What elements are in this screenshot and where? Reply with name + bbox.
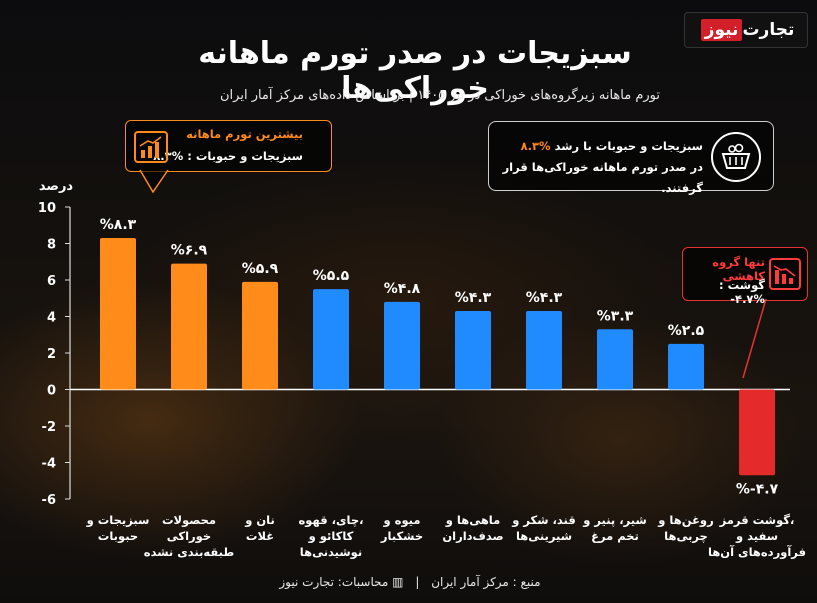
x-tick-label: نان و غلات: [244, 513, 275, 543]
x-tick-label: ماهی‌ها و صدف‌داران: [442, 513, 503, 543]
info-line-1: سبزیجات و حبوبات با رشد %۸.۳: [493, 136, 703, 157]
data-label: %۴.۳: [455, 290, 492, 306]
x-tick-label-line: میوه و: [383, 513, 421, 528]
x-tick-label-line: ماهی‌ها و: [445, 513, 501, 528]
x-tick-label-line: چای، قهوه،: [298, 513, 363, 528]
logo: تجارت نیوز: [684, 12, 808, 48]
x-tick-label: شیر، پنیر و تخم مرغ: [582, 513, 647, 543]
separator: |: [415, 575, 420, 589]
x-tick-label-line: سفید و: [735, 529, 778, 544]
y-tick-label: -4: [42, 457, 56, 472]
logo-text: تجارت: [742, 20, 795, 40]
y-tick-label: -6: [42, 493, 56, 508]
data-label: %-۴.۷: [736, 481, 779, 497]
x-tick-label-line: فرآورده‌های آن‌ها: [708, 545, 806, 560]
rising-chart-icon: [134, 131, 168, 163]
x-tick-label-line: تخم مرغ: [591, 529, 639, 543]
bar: [455, 311, 491, 390]
x-tick-label-line: شیر، پنیر و: [582, 513, 647, 528]
subtitle: تورم ماهانه زیرگروه‌های خوراکی در تیر ۱۴…: [220, 88, 660, 103]
data-label: %۲.۵: [668, 323, 705, 339]
callout-highest: بیشترین تورم ماهانه سبزیجات و حبوبات : %…: [125, 120, 332, 172]
y-tick-label: 8: [47, 238, 56, 253]
bar: [526, 311, 562, 390]
data-label: %۵.۵: [313, 268, 350, 284]
callout-lowest-body: گوشت : %۴.۷-: [719, 278, 765, 306]
logo-highlight: نیوز: [700, 19, 743, 41]
x-tick-label-line: نوشیدنی‌ها: [300, 545, 362, 560]
basket-icon: [711, 132, 761, 182]
falling-chart-icon: [769, 258, 801, 290]
data-label: %۸.۳: [100, 217, 137, 233]
callout-highest-heading: بیشترین تورم ماهانه: [186, 127, 303, 141]
calculation-icon: ▥: [392, 575, 404, 589]
x-tick-label: میوه و خشکبار: [380, 513, 423, 543]
callout-lowest: تنها گروه کاهشی گوشت : %۴.۷-: [682, 247, 808, 306]
bar: [384, 301, 420, 390]
bar: [313, 289, 349, 390]
x-tick-label-line: گوشت قرمز،: [719, 513, 795, 528]
callout-highest-pointer: [139, 169, 169, 194]
y-tick-label: 0: [47, 384, 56, 399]
x-tick-label-line: محصولات: [162, 513, 216, 528]
x-tick-label-line: خشکبار: [380, 529, 423, 543]
x-tick-label-line: غلات: [246, 529, 274, 543]
data-label: %۵.۹: [242, 261, 279, 277]
bar: [668, 343, 704, 390]
bar: [597, 329, 633, 390]
source-text: منبع : مرکز آمار ایران: [431, 575, 541, 589]
data-label: %۴.۳: [526, 290, 563, 306]
bars: [100, 238, 775, 476]
y-tick-label: 6: [47, 274, 56, 289]
x-tick-label: سبزیجات و حبوبات: [86, 513, 150, 544]
y-axis-label: درصد: [39, 179, 74, 194]
x-tick-label-line: روغن‌ها و: [657, 513, 713, 528]
info-line-1-highlight: %۸.۳: [520, 139, 551, 153]
x-tick-label-line: کاکائو و: [308, 529, 354, 544]
x-tick-label-line: قند، شکر و: [511, 513, 576, 528]
y-tick-label: 10: [38, 201, 56, 216]
bar: [739, 389, 775, 476]
callout-lowest-heading: تنها گروه کاهشی: [712, 255, 765, 283]
x-tick-label-line: سبزیجات و: [86, 513, 150, 528]
x-tick-label-line: حبوبات: [98, 529, 138, 544]
data-label: %۳.۳: [597, 308, 634, 324]
bar: [100, 238, 136, 390]
x-tick-label: گوشت قرمز، سفید و فرآورده‌های آن‌ها: [708, 513, 806, 560]
callout-lowest-pointer: [742, 298, 767, 379]
x-tick-label: قند، شکر و شیرینی‌ها: [511, 513, 576, 543]
x-tick-label-line: شیرینی‌ها: [516, 529, 572, 543]
x-tick-label-line: طبقه‌بندی نشده: [144, 545, 235, 559]
x-tick-label-line: چربی‌ها: [664, 529, 708, 543]
y-tick-label: 2: [47, 347, 56, 362]
callout-pointers: [139, 169, 767, 379]
data-label: %۶.۹: [171, 243, 208, 259]
data-label: %۴.۸: [384, 281, 421, 297]
x-tick-label: چای، قهوه، کاکائو و نوشیدنی‌ها: [298, 513, 363, 560]
info-line-2: در صدر تورم ماهانه خوراکی‌ها قرار گرفتند…: [502, 160, 703, 195]
info-box: سبزیجات و حبوبات با رشد %۸.۳ در صدر تورم…: [488, 121, 774, 195]
source-line: منبع : مرکز آمار ایران | ▥ محاسبات: تجار…: [240, 575, 580, 589]
y-tick-label: -2: [42, 420, 56, 435]
info-line-1-prefix: سبزیجات و حبوبات با رشد: [554, 139, 703, 153]
bar: [171, 263, 207, 390]
x-tick-label: محصولات خوراکی طبقه‌بندی نشده: [144, 513, 235, 559]
calculation-text: محاسبات: تجارت نیوز: [279, 575, 389, 589]
x-tick-label-line: نان و: [244, 513, 275, 528]
y-tick-label: 4: [47, 311, 56, 326]
page-title: سبزیجات در صدر تورم ماهانه خوراکی‌ها: [198, 36, 632, 106]
bar: [242, 281, 278, 390]
value-labels: %۸.۳ %۶.۹ %۵.۹ %۵.۵ %۴.۸ %۴.۳ %۴.۳ %۳.۳ %۲.۵ %-۴.…: [100, 217, 779, 497]
x-tick-label-line: خوراکی: [167, 529, 211, 544]
x-tick-label: روغن‌ها و چربی‌ها: [657, 513, 713, 543]
x-tick-label-line: صدف‌داران: [442, 529, 503, 543]
